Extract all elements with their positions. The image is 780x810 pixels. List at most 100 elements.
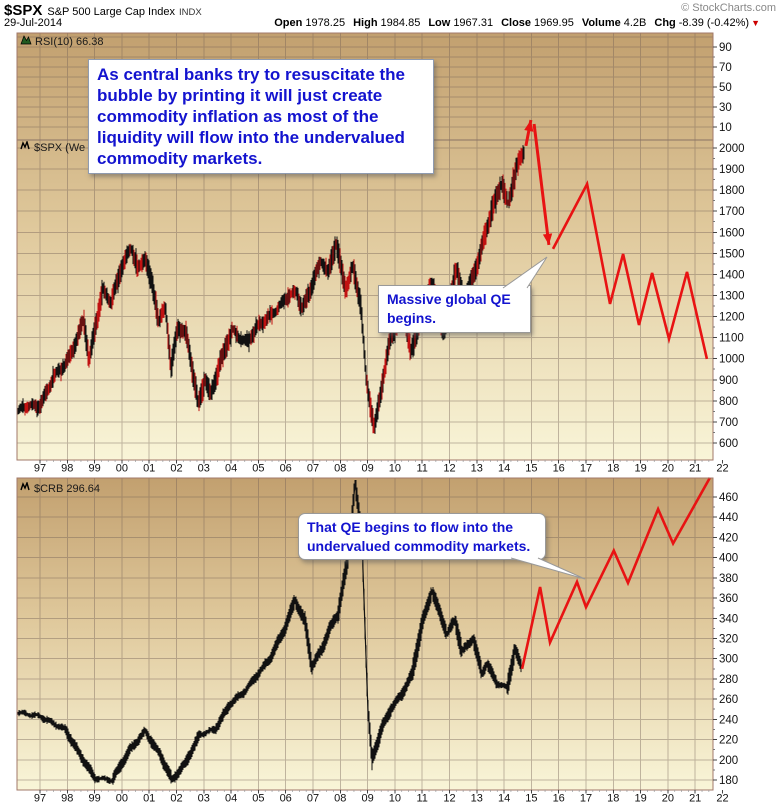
svg-text:10: 10 bbox=[389, 793, 401, 805]
svg-text:280: 280 bbox=[719, 674, 738, 686]
svg-text:90: 90 bbox=[719, 42, 732, 54]
quote-open: Open 1978.25 bbox=[274, 17, 346, 29]
svg-text:220: 220 bbox=[719, 735, 738, 747]
quote-high: High 1984.85 bbox=[353, 17, 421, 29]
svg-text:21: 21 bbox=[689, 793, 701, 805]
svg-text:09: 09 bbox=[361, 793, 373, 805]
copyright: © StockCharts.com bbox=[681, 2, 776, 14]
crb-panel-label: $CRB 296.64 bbox=[20, 480, 101, 495]
svg-text:240: 240 bbox=[719, 714, 738, 726]
svg-text:18: 18 bbox=[607, 463, 619, 475]
svg-text:07: 07 bbox=[307, 793, 319, 805]
svg-text:260: 260 bbox=[719, 694, 738, 706]
svg-text:400: 400 bbox=[719, 553, 738, 565]
header: $SPX S&P 500 Large Cap Index INDX bbox=[4, 2, 776, 19]
svg-text:00: 00 bbox=[116, 793, 128, 805]
svg-text:320: 320 bbox=[719, 633, 738, 645]
svg-text:1000: 1000 bbox=[719, 354, 745, 366]
zigzag-chart-icon bbox=[20, 139, 31, 154]
svg-text:15: 15 bbox=[525, 793, 537, 805]
rsi-panel-label: RSI(10) 66.38 bbox=[20, 35, 103, 48]
svg-text:13: 13 bbox=[471, 463, 483, 475]
svg-text:1600: 1600 bbox=[719, 227, 745, 239]
svg-text:06: 06 bbox=[280, 793, 292, 805]
svg-text:380: 380 bbox=[719, 573, 738, 585]
svg-text:2000: 2000 bbox=[719, 143, 745, 155]
svg-text:12: 12 bbox=[443, 463, 455, 475]
svg-text:01: 01 bbox=[143, 793, 155, 805]
svg-text:10: 10 bbox=[719, 122, 732, 134]
svg-text:97: 97 bbox=[34, 463, 46, 475]
svg-text:08: 08 bbox=[334, 793, 346, 805]
svg-text:12: 12 bbox=[443, 793, 455, 805]
svg-text:03: 03 bbox=[198, 793, 210, 805]
svg-text:13: 13 bbox=[471, 793, 483, 805]
quote-close: Close 1969.95 bbox=[501, 17, 574, 29]
svg-text:30: 30 bbox=[719, 102, 732, 114]
svg-text:15: 15 bbox=[525, 463, 537, 475]
svg-text:70: 70 bbox=[719, 62, 732, 74]
svg-text:97: 97 bbox=[34, 793, 46, 805]
svg-text:1500: 1500 bbox=[719, 248, 745, 260]
rsi-label-text: RSI(10) 66.38 bbox=[35, 35, 104, 48]
svg-text:01: 01 bbox=[143, 463, 155, 475]
qe-callout-note: Massive global QE begins. bbox=[378, 285, 531, 333]
svg-text:11: 11 bbox=[416, 793, 427, 805]
svg-text:1300: 1300 bbox=[719, 290, 745, 302]
svg-text:04: 04 bbox=[225, 793, 237, 805]
svg-text:05: 05 bbox=[252, 463, 264, 475]
mountain-chart-icon bbox=[20, 35, 32, 48]
svg-text:20: 20 bbox=[662, 463, 674, 475]
svg-text:05: 05 bbox=[252, 793, 264, 805]
svg-text:900: 900 bbox=[719, 375, 738, 387]
ticker-symbol: $SPX bbox=[4, 2, 43, 19]
svg-text:22: 22 bbox=[716, 463, 728, 475]
ticker-name: S&P 500 Large Cap Index bbox=[47, 6, 175, 18]
svg-text:50: 50 bbox=[719, 82, 732, 94]
crb-callout-note: That QE begins to flow into the underval… bbox=[298, 513, 546, 560]
svg-text:1800: 1800 bbox=[719, 185, 745, 197]
spx-panel-label: $SPX (We bbox=[20, 139, 86, 154]
spx-label-text: $SPX (We bbox=[34, 141, 86, 154]
svg-text:16: 16 bbox=[553, 793, 565, 805]
quote-volume: Volume 4.2B bbox=[581, 17, 647, 29]
svg-text:02: 02 bbox=[170, 793, 182, 805]
svg-text:19: 19 bbox=[634, 793, 646, 805]
svg-text:20: 20 bbox=[662, 793, 674, 805]
svg-text:21: 21 bbox=[689, 463, 701, 475]
crb-label-text: $CRB 296.64 bbox=[34, 482, 101, 495]
svg-text:1900: 1900 bbox=[719, 164, 745, 176]
svg-text:10: 10 bbox=[389, 463, 401, 475]
main-annotation-note: As central banks try to resuscitate the … bbox=[88, 59, 434, 174]
svg-text:1700: 1700 bbox=[719, 206, 745, 218]
zigzag-chart-icon bbox=[20, 480, 31, 495]
svg-text:00: 00 bbox=[116, 463, 128, 475]
svg-text:16: 16 bbox=[553, 463, 565, 475]
svg-text:08: 08 bbox=[334, 463, 346, 475]
svg-text:09: 09 bbox=[361, 463, 373, 475]
svg-text:14: 14 bbox=[498, 793, 510, 805]
svg-text:11: 11 bbox=[416, 463, 427, 475]
svg-text:02: 02 bbox=[170, 463, 182, 475]
svg-text:17: 17 bbox=[580, 463, 592, 475]
quote-change: Chg -8.39 (-0.42%) ▼ bbox=[654, 17, 760, 29]
crb-price-series bbox=[17, 480, 522, 785]
svg-text:22: 22 bbox=[716, 793, 728, 805]
svg-text:98: 98 bbox=[61, 793, 73, 805]
svg-text:19: 19 bbox=[634, 463, 646, 475]
panel-borders bbox=[16, 32, 714, 791]
svg-text:300: 300 bbox=[719, 654, 738, 666]
svg-text:17: 17 bbox=[580, 793, 592, 805]
svg-text:360: 360 bbox=[719, 593, 738, 605]
svg-text:700: 700 bbox=[719, 417, 738, 429]
chart-date: 29-Jul-2014 bbox=[4, 17, 63, 29]
svg-text:04: 04 bbox=[225, 463, 237, 475]
svg-text:14: 14 bbox=[498, 463, 510, 475]
svg-text:99: 99 bbox=[88, 793, 100, 805]
svg-text:1400: 1400 bbox=[719, 269, 745, 281]
svg-text:440: 440 bbox=[719, 512, 738, 524]
svg-text:340: 340 bbox=[719, 613, 738, 625]
svg-text:07: 07 bbox=[307, 463, 319, 475]
svg-text:200: 200 bbox=[719, 755, 738, 767]
